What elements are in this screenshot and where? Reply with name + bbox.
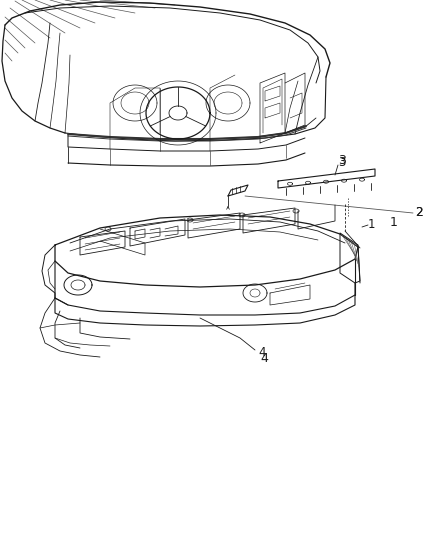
Text: 3: 3 xyxy=(338,157,346,169)
Text: 1: 1 xyxy=(368,219,375,231)
Text: 4: 4 xyxy=(258,346,265,359)
Text: 1: 1 xyxy=(390,216,398,230)
Text: 2: 2 xyxy=(415,206,423,220)
Text: 2: 2 xyxy=(415,206,423,220)
Text: 4: 4 xyxy=(260,351,268,365)
Text: 3: 3 xyxy=(338,155,346,167)
